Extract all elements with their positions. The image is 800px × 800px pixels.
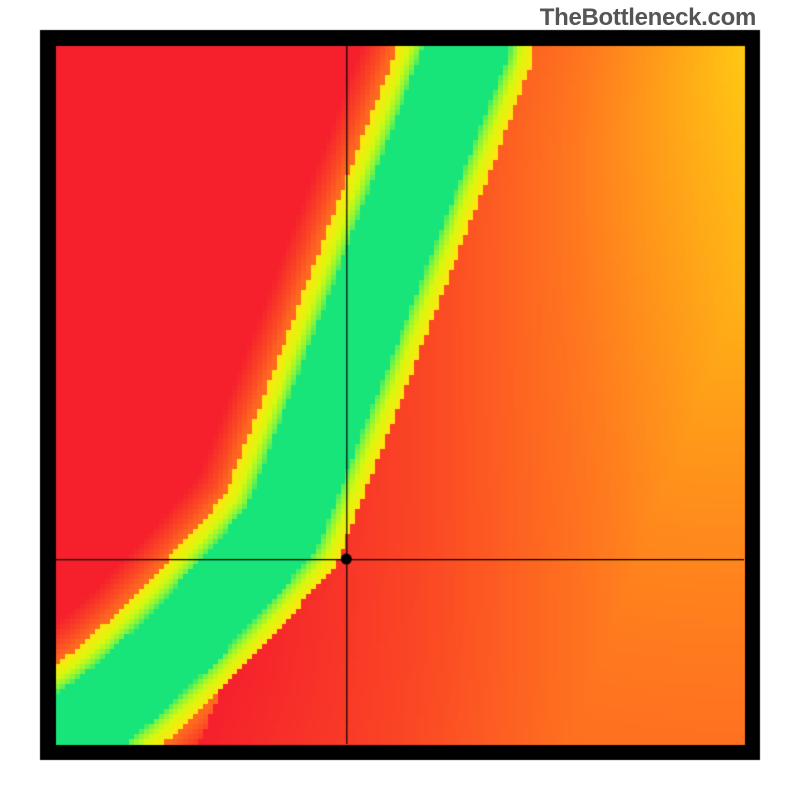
chart-container: TheBottleneck.com xyxy=(0,0,800,800)
watermark-text: TheBottleneck.com xyxy=(540,4,756,32)
heatmap-canvas xyxy=(0,0,800,800)
